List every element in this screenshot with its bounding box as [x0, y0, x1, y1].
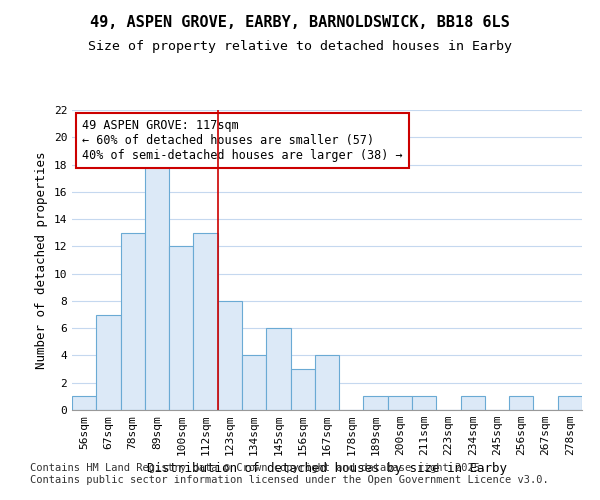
Text: Contains HM Land Registry data © Crown copyright and database right 2025.
Contai: Contains HM Land Registry data © Crown c… [30, 464, 549, 485]
Y-axis label: Number of detached properties: Number of detached properties [35, 151, 48, 369]
Text: Size of property relative to detached houses in Earby: Size of property relative to detached ho… [88, 40, 512, 53]
Bar [145, 164, 169, 410]
Bar [72, 396, 96, 410]
Bar [96, 314, 121, 410]
Bar [242, 356, 266, 410]
Bar [266, 328, 290, 410]
Bar [558, 396, 582, 410]
Text: 49, ASPEN GROVE, EARBY, BARNOLDSWICK, BB18 6LS: 49, ASPEN GROVE, EARBY, BARNOLDSWICK, BB… [90, 15, 510, 30]
Bar [461, 396, 485, 410]
Bar [121, 232, 145, 410]
Bar [364, 396, 388, 410]
X-axis label: Distribution of detached houses by size in Earby: Distribution of detached houses by size … [147, 462, 507, 475]
Bar [290, 369, 315, 410]
Bar [315, 356, 339, 410]
Bar [509, 396, 533, 410]
Bar [218, 301, 242, 410]
Text: 49 ASPEN GROVE: 117sqm
← 60% of detached houses are smaller (57)
40% of semi-det: 49 ASPEN GROVE: 117sqm ← 60% of detached… [82, 119, 403, 162]
Bar [193, 232, 218, 410]
Bar [412, 396, 436, 410]
Bar [388, 396, 412, 410]
Bar [169, 246, 193, 410]
